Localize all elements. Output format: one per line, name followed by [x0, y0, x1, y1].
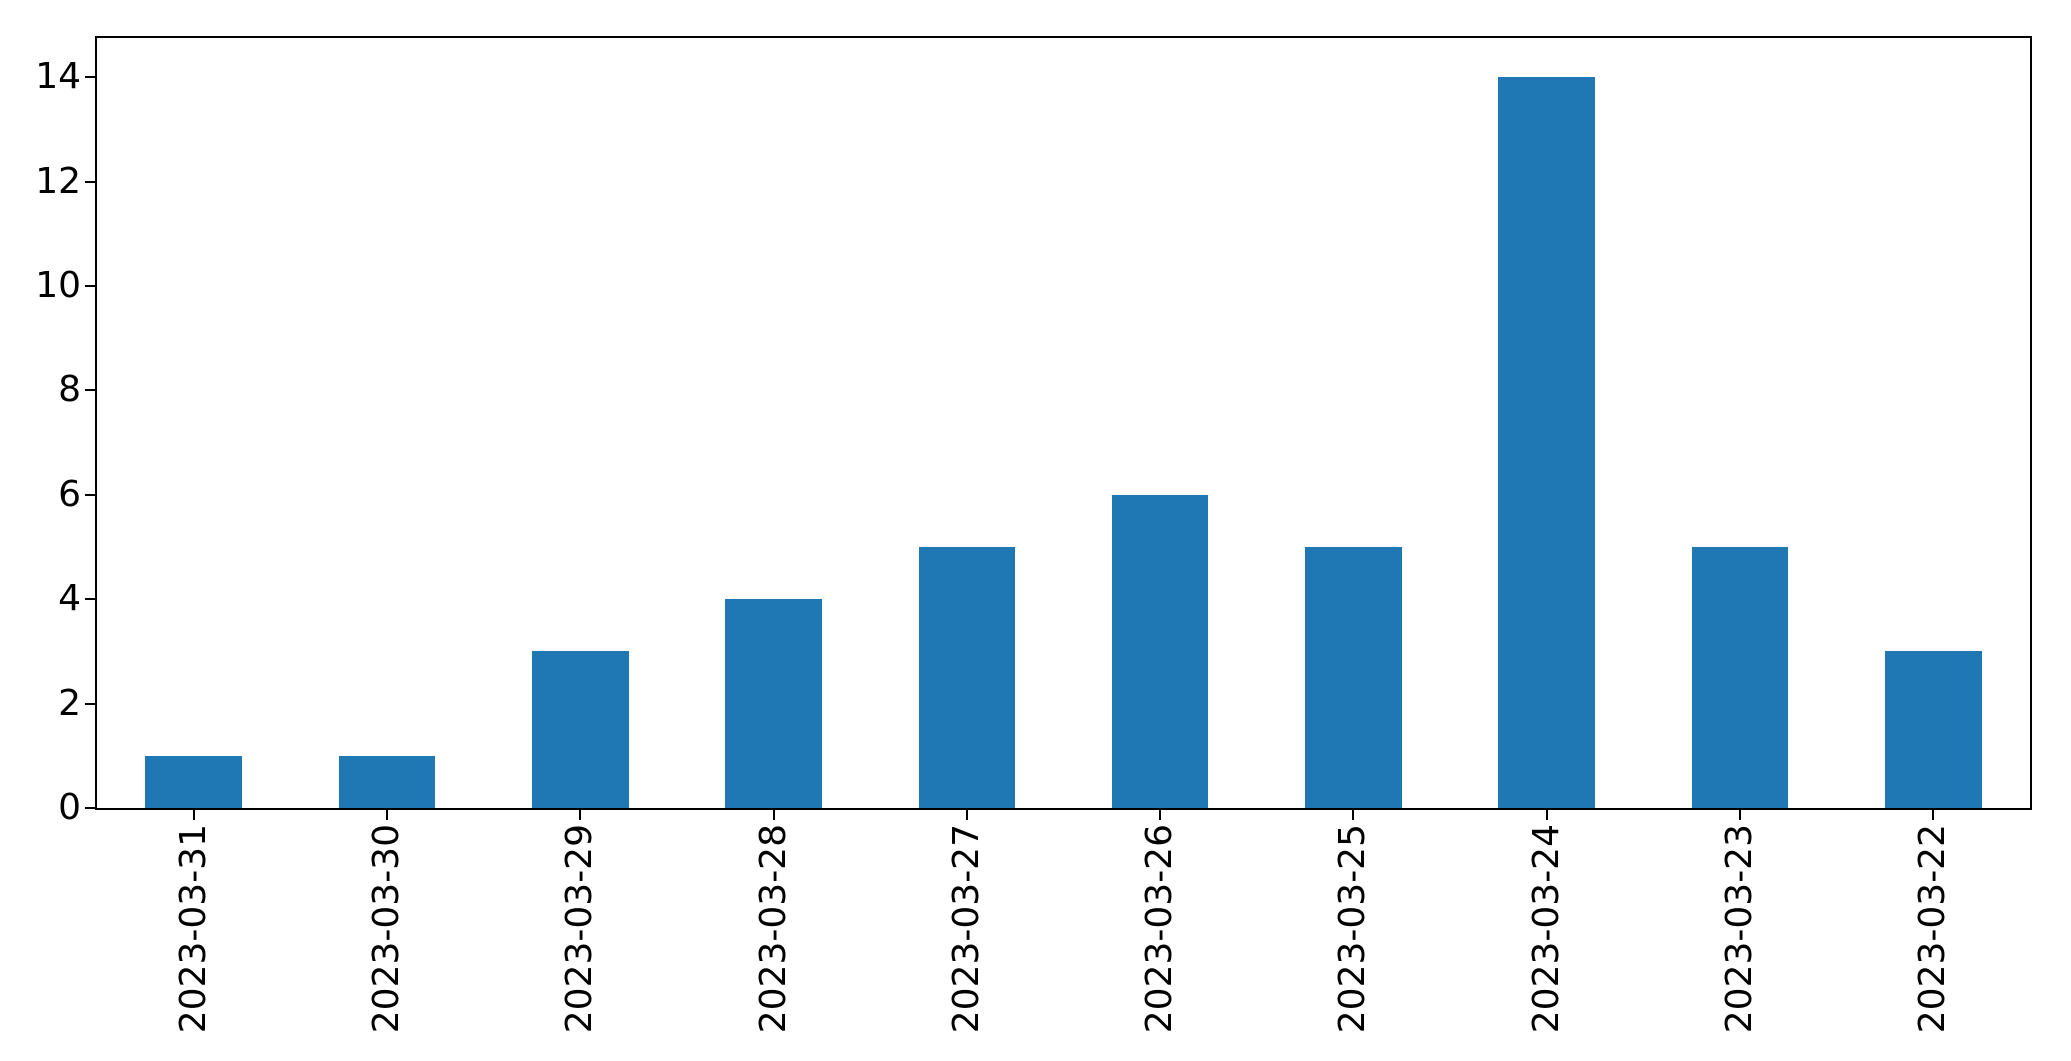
bar-2023-03-27 [918, 546, 1016, 808]
bar-2023-03-23 [1691, 546, 1789, 808]
y-tick-label: 0 [58, 787, 81, 828]
x-tick-mark [1932, 810, 1935, 820]
x-tick-label: 2023-03-28 [752, 824, 794, 1034]
x-tick-mark [192, 810, 195, 820]
x-tick-label: 2023-03-23 [1719, 824, 1761, 1034]
y-tick-mark [85, 180, 95, 183]
plot-area [95, 36, 2032, 810]
x-tick-mark [1545, 810, 1548, 820]
x-tick-mark [1159, 810, 1162, 820]
x-tick-mark [1352, 810, 1355, 820]
x-tick-mark [579, 810, 582, 820]
y-tick-label: 10 [35, 264, 81, 306]
y-tick-label: 14 [35, 56, 81, 98]
y-tick-mark [85, 702, 95, 705]
x-tick-label: 2023-03-27 [945, 824, 987, 1034]
x-tick-mark [1739, 810, 1742, 820]
y-tick-label: 6 [58, 473, 81, 515]
x-tick-mark [385, 810, 388, 820]
bar-2023-03-25 [1305, 546, 1402, 808]
y-tick-mark [85, 284, 95, 287]
x-tick-label: 2023-03-31 [172, 824, 214, 1034]
x-tick-label: 2023-03-29 [559, 824, 601, 1034]
x-tick-label: 2023-03-30 [365, 824, 407, 1034]
x-tick-mark [772, 810, 775, 820]
y-tick-label: 2 [58, 682, 81, 724]
x-tick-mark [965, 810, 968, 820]
bar-2023-03-31 [145, 755, 242, 808]
y-tick-mark [85, 493, 95, 496]
x-tick-label: 2023-03-24 [1525, 824, 1567, 1034]
bar-2023-03-26 [1111, 494, 1209, 808]
y-tick-mark [85, 389, 95, 392]
y-tick-label: 8 [58, 369, 81, 411]
bar-2023-03-30 [338, 755, 436, 808]
x-tick-label: 2023-03-26 [1139, 824, 1181, 1034]
bar-2023-03-29 [531, 651, 629, 808]
y-tick-mark [85, 598, 95, 601]
y-tick-label: 4 [58, 578, 81, 620]
y-tick-label: 12 [35, 160, 81, 202]
x-tick-label: 2023-03-22 [1912, 824, 1954, 1034]
bar-2023-03-22 [1885, 651, 1982, 808]
y-tick-mark [85, 807, 95, 809]
bar-2023-03-28 [725, 599, 822, 808]
x-tick-label: 2023-03-25 [1332, 824, 1374, 1034]
bar-2023-03-24 [1498, 77, 1596, 808]
y-tick-mark [85, 76, 95, 79]
